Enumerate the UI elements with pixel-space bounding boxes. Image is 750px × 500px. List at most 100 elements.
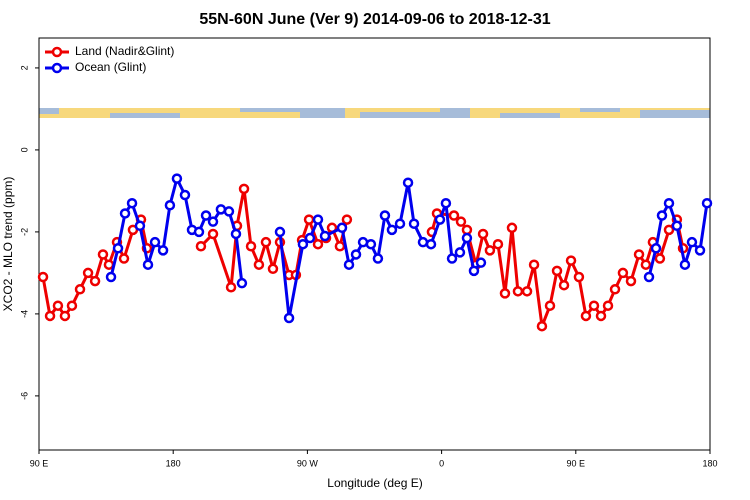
point-marker: [544, 300, 556, 311]
x-tick-label: 180: [702, 458, 717, 468]
point-marker: [97, 249, 109, 260]
point-marker: [417, 236, 429, 248]
legend-label: Ocean (Glint): [75, 60, 146, 74]
x-tick-label: 90 E: [30, 458, 49, 468]
point-marker: [521, 286, 533, 297]
point-marker: [82, 267, 94, 279]
x-tick-label: 90 W: [297, 458, 319, 468]
point-marker: [671, 220, 683, 232]
point-marker: [686, 236, 698, 248]
point-marker: [663, 224, 675, 236]
point-marker: [312, 214, 324, 225]
chart-title: 55N-60N June (Ver 9) 2014-09-06 to 2018-…: [199, 11, 550, 28]
point-marker: [528, 259, 540, 270]
point-marker: [267, 263, 279, 275]
point-marker: [461, 232, 473, 244]
point-marker: [126, 197, 138, 209]
point-marker: [468, 265, 480, 277]
point-marker: [573, 271, 585, 283]
point-marker: [304, 232, 316, 244]
point-marker: [365, 238, 377, 250]
point-marker: [66, 300, 78, 311]
point-marker: [512, 286, 524, 297]
point-marker: [643, 271, 655, 283]
point-marker: [44, 310, 56, 322]
y-tick-label: 2: [19, 65, 29, 70]
point-marker: [334, 241, 346, 252]
point-marker: [193, 226, 205, 238]
point-marker: [536, 320, 548, 332]
point-marker: [580, 310, 592, 322]
point-marker: [350, 249, 362, 260]
point-marker: [341, 214, 353, 225]
point-marker: [164, 200, 176, 211]
point-marker: [394, 218, 406, 229]
x-tick-label: 0: [439, 458, 444, 468]
point-marker: [448, 210, 460, 221]
point-marker: [230, 228, 242, 240]
point-marker: [207, 216, 219, 227]
y-axis-label: XCO2 - MLO trend (ppm): [1, 177, 15, 312]
point-marker: [343, 259, 355, 270]
point-marker: [440, 197, 452, 209]
point-marker: [179, 189, 191, 201]
point-marker: [157, 245, 169, 256]
point-marker: [379, 210, 391, 221]
point-marker: [408, 218, 420, 229]
point-marker: [195, 241, 207, 252]
point-marker: [701, 197, 713, 209]
point-marker: [434, 214, 446, 225]
point-marker: [319, 230, 331, 242]
point-marker: [679, 259, 691, 270]
point-marker: [134, 220, 146, 232]
point-marker: [654, 253, 666, 264]
point-marker: [588, 300, 600, 311]
point-marker: [200, 210, 212, 221]
point-marker: [484, 245, 496, 256]
point-marker: [656, 210, 668, 221]
point-marker: [105, 271, 117, 283]
point-marker: [336, 222, 348, 234]
point-marker: [372, 253, 384, 264]
point-marker: [506, 222, 518, 234]
point-marker: [492, 238, 504, 250]
point-marker: [595, 310, 607, 322]
point-marker: [625, 275, 637, 287]
y-tick-label: -4: [19, 310, 29, 318]
x-tick-label: 90 E: [567, 458, 586, 468]
point-marker: [650, 243, 662, 254]
point-marker: [303, 214, 315, 225]
point-marker: [283, 312, 295, 324]
point-marker: [446, 253, 458, 264]
point-marker: [461, 224, 473, 236]
point-marker: [236, 277, 248, 289]
point-marker: [260, 236, 272, 248]
point-marker: [223, 206, 235, 217]
point-marker: [640, 259, 652, 270]
point-marker: [694, 245, 706, 256]
point-marker: [59, 310, 71, 322]
point-marker: [37, 271, 49, 283]
point-marker: [455, 216, 467, 227]
point-marker: [312, 238, 324, 250]
point-marker: [617, 267, 629, 279]
point-marker: [499, 288, 511, 299]
point-marker: [103, 259, 115, 270]
point-marker: [238, 183, 250, 195]
point-marker: [74, 284, 86, 295]
point-marker: [663, 197, 675, 209]
map-band: [39, 108, 710, 118]
point-marker: [149, 236, 161, 248]
point-marker: [609, 284, 621, 295]
point-marker: [551, 265, 563, 277]
point-marker: [118, 253, 130, 264]
point-marker: [52, 300, 64, 311]
y-tick-label: -2: [19, 228, 29, 236]
point-marker: [253, 259, 265, 270]
point-marker: [558, 279, 570, 291]
point-marker: [477, 228, 489, 240]
legend-marker: [51, 62, 63, 74]
legend-marker: [51, 46, 63, 58]
point-marker: [565, 255, 577, 266]
